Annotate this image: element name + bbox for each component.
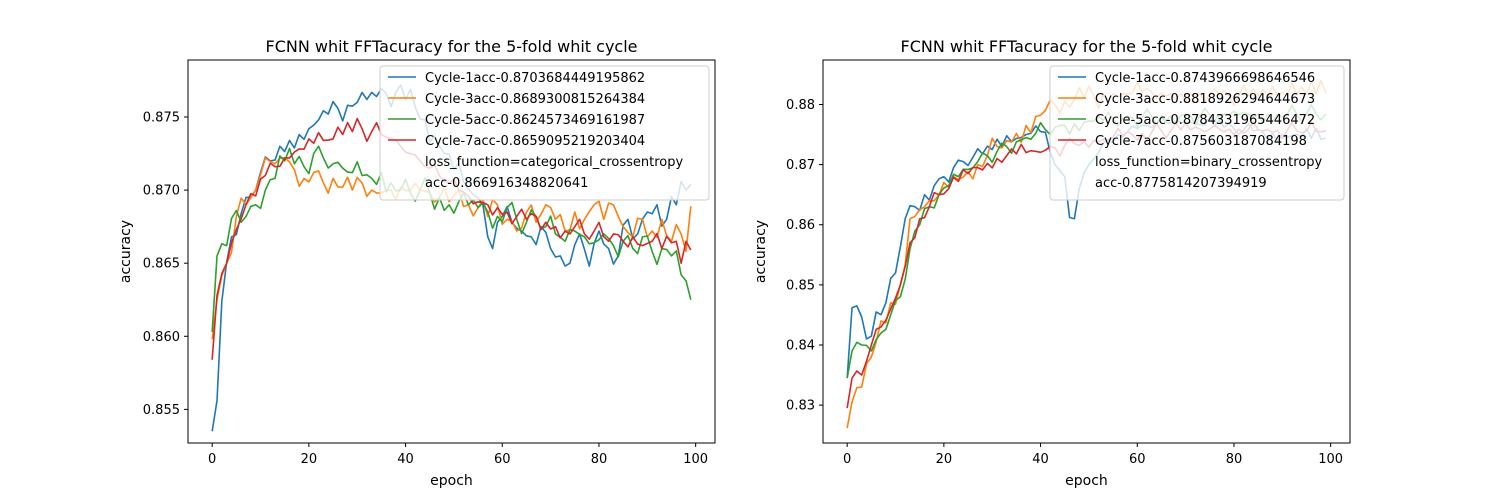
x-tick-label: 60 [494,452,511,467]
legend-box [1049,65,1345,201]
x-tick-label: 20 [301,452,318,467]
legend-note: acc-0.8775814207394919 [1095,176,1267,191]
legend-note: loss_function=binary_crossentropy [1095,155,1323,170]
x-tick-label: 0 [843,452,851,467]
chart-title: FCNN whit FFTacuracy for the 5-fold whit… [265,37,637,56]
chart-title: FCNN whit FFTacuracy for the 5-fold whit… [900,37,1272,56]
x-tick-label: 80 [1226,452,1243,467]
plot-frame [822,59,1351,444]
legend-note: acc-0.866916348820641 [425,176,588,191]
legend-entry: Cycle-5acc-0.8624573469161987 [425,113,645,128]
legend-box [379,65,710,201]
legend-entry: Cycle-3acc-0.8818926294644673 [1095,92,1315,107]
x-tick-label: 100 [1318,452,1343,467]
x-tick-label: 100 [683,452,708,467]
legend-entry: Cycle-3acc-0.8689300815264384 [425,92,645,107]
x-tick-label: 80 [591,452,608,467]
legend-entry: Cycle-5acc-0.8784331965446472 [1095,113,1315,128]
x-tick-label: 40 [397,452,414,467]
x-tick-label: 40 [1032,452,1049,467]
chart-left: FCNN whit FFTacuracy for the 5-fold whit… [118,37,716,489]
legend-note: loss_function=categorical_crossentropy [425,155,684,170]
y-axis-label: accuracy [118,220,134,283]
legend: Cycle-1acc-0.8743966698646546 Cycle-3acc-… [1049,65,1345,201]
legend-entry: Cycle-1acc-0.8703684449195862 [425,71,645,86]
x-tick-label: 60 [1129,452,1146,467]
y-tick-label: 0.83 [786,399,815,414]
y-tick-label: 0.860 [143,330,180,345]
plot-frame [187,59,716,444]
x-axis-label: epoch [430,473,473,489]
y-axis-label: accuracy [753,220,769,283]
legend-entry: Cycle-7acc-0.8659095219203404 [425,134,645,149]
y-tick-label: 0.865 [143,257,180,272]
y-tick-label: 0.85 [786,278,815,293]
y-tick-label: 0.88 [786,98,815,113]
y-tick-label: 0.87 [786,158,815,173]
legend-entry: Cycle-7acc-0.875603187084198 [1095,134,1307,149]
x-tick-label: 20 [936,452,953,467]
y-tick-label: 0.84 [786,338,815,353]
y-tick-label: 0.86 [786,218,815,233]
legend-entry: Cycle-1acc-0.8743966698646546 [1095,71,1315,86]
x-axis-label: epoch [1065,473,1108,489]
x-tick-label: 0 [208,452,216,467]
y-tick-label: 0.855 [143,403,180,418]
chart-right: FCNN whit FFTacuracy for the 5-fold whit… [753,37,1351,489]
legend: Cycle-1acc-0.8703684449195862 Cycle-3acc-… [379,65,710,201]
y-tick-label: 0.875 [143,111,180,126]
y-tick-label: 0.870 [143,184,180,199]
